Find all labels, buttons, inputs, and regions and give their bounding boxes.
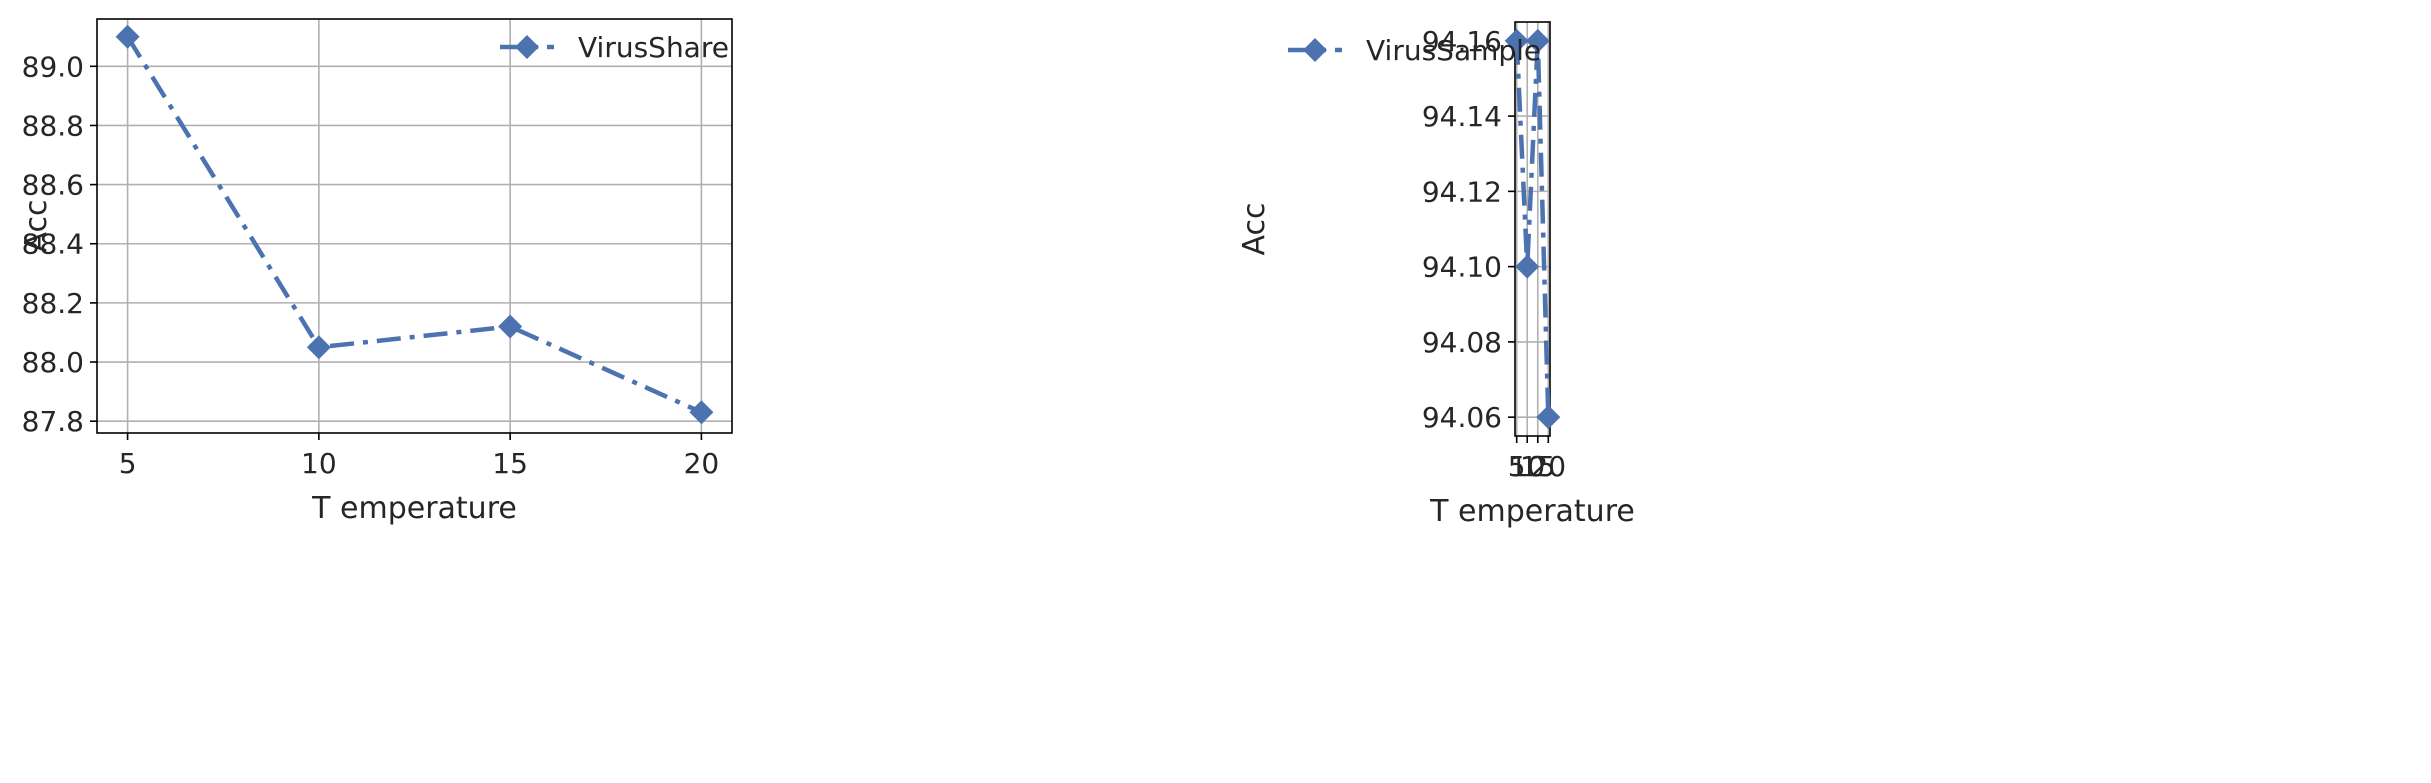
- plot-frame: [1514, 21, 1551, 437]
- x-tick-label: 10: [1509, 450, 1545, 483]
- data-point: [115, 24, 140, 49]
- y-tick-label: 94.10: [1422, 251, 1502, 284]
- plot-frame: [96, 18, 733, 434]
- legend-label: VirusShare: [578, 31, 729, 64]
- data-point: [1515, 254, 1540, 279]
- y-tick-label: 94.12: [1422, 175, 1502, 208]
- data-point: [1536, 405, 1561, 430]
- y-tick-label: 88.2: [22, 287, 84, 320]
- data-point: [306, 335, 331, 360]
- x-tick-label: 20: [1530, 450, 1566, 483]
- x-tick-label: 20: [684, 447, 720, 480]
- x-tick-label: 15: [1520, 450, 1556, 483]
- y-tick-label: 88.8: [22, 109, 84, 142]
- y-tick-label: 94.14: [1422, 100, 1502, 133]
- x-tick-label: 10: [301, 447, 337, 480]
- x-tick-label: 5: [1508, 450, 1526, 483]
- legend-marker: [515, 35, 539, 59]
- y-tick-label: 94.08: [1422, 326, 1502, 359]
- y-tick-label: 89.0: [22, 50, 84, 83]
- x-tick-label: 15: [492, 447, 528, 480]
- y-tick-label: 94.06: [1422, 401, 1502, 434]
- x-tick-label: 5: [119, 447, 137, 480]
- y-axis-label: Acc: [19, 200, 54, 253]
- series-line-virusshare: [125, 35, 703, 415]
- data-point: [1504, 28, 1529, 53]
- y-tick-label: 88.6: [22, 169, 84, 202]
- y-tick-label: 94.16: [1422, 25, 1502, 58]
- chart-virusshare: 5 10 15 20 87.8 88.0 88.2 88.4 88.6 88.8 89.0 T emp…: [19, 18, 733, 526]
- data-point: [498, 314, 523, 339]
- y-tick-label: 88.0: [22, 346, 84, 379]
- legend-marker: [1303, 38, 1327, 62]
- series-line-virussample: [1514, 40, 1551, 418]
- x-axis-label: T emperature: [311, 491, 517, 526]
- y-tick-label: 88.4: [22, 228, 84, 261]
- data-point: [689, 400, 714, 425]
- legend-label: VirusSample: [1366, 34, 1541, 67]
- y-axis-label: Acc: [1237, 203, 1272, 256]
- y-tick-label: 87.8: [22, 405, 84, 438]
- data-point: [1525, 28, 1550, 53]
- x-axis-label: T emperature: [1429, 494, 1635, 529]
